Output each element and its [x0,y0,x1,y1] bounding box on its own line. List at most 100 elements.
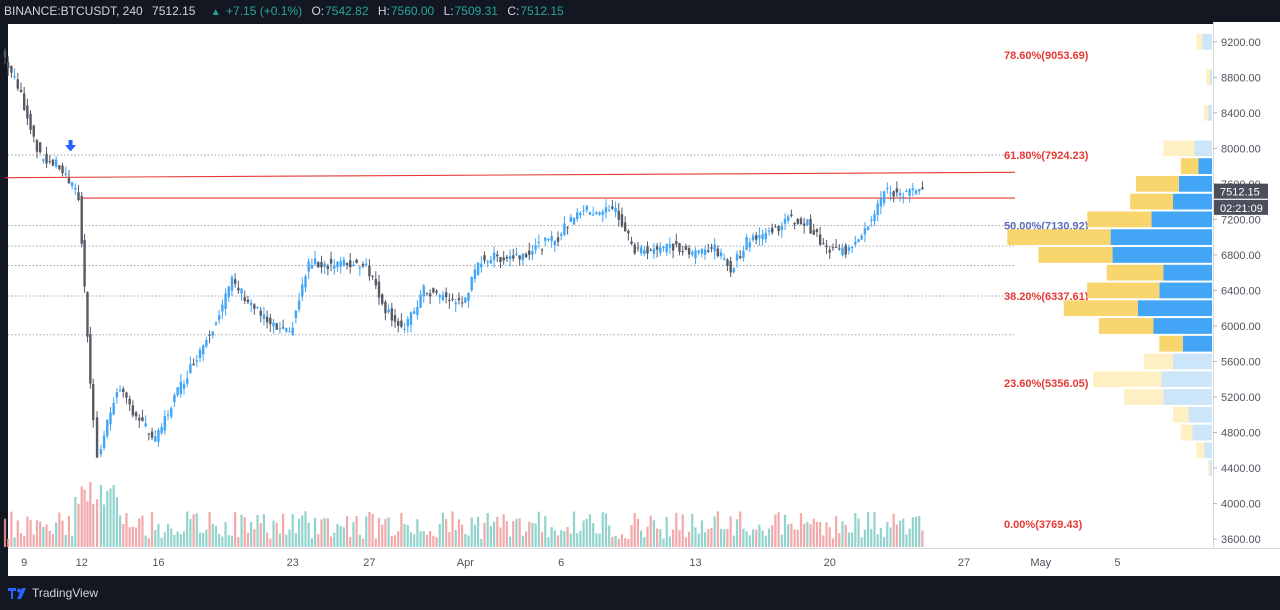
candle-body[interactable] [815,229,819,232]
candle-body[interactable] [518,255,521,260]
candle-body[interactable] [428,293,432,297]
candle-body[interactable] [208,334,211,336]
candle-body[interactable] [719,252,723,257]
candle-body[interactable] [233,279,237,284]
candle-body[interactable] [639,247,643,254]
candle-body[interactable] [534,245,537,250]
candle-body[interactable] [179,381,183,394]
resistance-line[interactable] [4,171,1016,179]
candle-body[interactable] [831,247,835,249]
candle-body[interactable] [521,253,525,261]
candle-body[interactable] [125,392,128,398]
candle-body[interactable] [64,173,67,175]
candle-body[interactable] [860,235,863,240]
price-chart[interactable]: 78.60%(9053.69)61.80%(7924.23)50.00%(713… [0,22,1280,576]
candle-body[interactable] [291,327,294,336]
candle-body[interactable] [636,247,640,249]
candle-body[interactable] [671,243,675,251]
candle-body[interactable] [173,394,176,403]
candle-body[interactable] [911,188,915,191]
candle-body[interactable] [585,205,588,211]
candle-body[interactable] [390,308,393,321]
candle-body[interactable] [387,309,390,313]
candle-body[interactable] [26,105,29,119]
candle-body[interactable] [400,320,403,327]
candle-body[interactable] [665,243,668,253]
candle-body[interactable] [214,322,218,325]
candle-body[interactable] [854,242,857,245]
candle-body[interactable] [457,298,461,301]
candle-body[interactable] [307,261,310,272]
candle-body[interactable] [515,253,518,255]
candle-body[interactable] [591,214,595,216]
candle-body[interactable] [486,261,489,263]
candle-body[interactable] [607,210,611,212]
candle-body[interactable] [783,218,787,224]
candle-body[interactable] [83,239,86,287]
candle-body[interactable] [742,250,745,258]
candle-body[interactable] [863,228,867,235]
candle-body[interactable] [502,257,505,261]
candle-body[interactable] [767,230,771,232]
candle-body[interactable] [598,212,601,215]
candle-body[interactable] [3,50,7,58]
candle-body[interactable] [419,294,422,308]
candle-body[interactable] [42,159,45,162]
candle-body[interactable] [144,423,147,427]
candle-body[interactable] [70,182,74,187]
candle-body[interactable] [345,262,349,265]
candle-body[interactable] [684,246,688,250]
candle-body[interactable] [806,219,809,226]
candle-body[interactable] [45,153,48,164]
candle-body[interactable] [870,219,873,221]
candle-body[interactable] [406,318,409,327]
candle-body[interactable] [617,210,620,220]
candle-body[interactable] [918,189,921,192]
candle-body[interactable] [253,304,256,309]
candle-body[interactable] [473,269,477,279]
candle-body[interactable] [198,349,202,358]
candle-body[interactable] [876,203,879,215]
candle-body[interactable] [115,392,119,398]
tradingview-logo[interactable]: TradingView [8,585,128,601]
candle-body[interactable] [13,76,16,78]
candle-body[interactable] [681,251,684,253]
candle-body[interactable] [537,242,541,244]
candle-body[interactable] [355,259,358,264]
candle-body[interactable] [480,263,483,268]
candle-body[interactable] [799,218,803,225]
candle-body[interactable] [844,245,847,255]
candle-body[interactable] [802,223,806,226]
candle-body[interactable] [812,230,815,235]
candle-body[interactable] [118,389,122,391]
candle-body[interactable] [95,417,99,458]
candle-body[interactable] [550,235,553,241]
candle-body[interactable] [86,292,89,337]
candle-body[interactable] [32,125,35,137]
candle-body[interactable] [825,245,828,248]
candle-body[interactable] [243,297,246,301]
candle-body[interactable] [771,227,774,233]
candle-body[interactable] [240,288,243,294]
candle-body[interactable] [454,302,457,305]
candle-body[interactable] [134,412,138,417]
candle-body[interactable] [566,227,569,229]
candle-body[interactable] [444,292,448,298]
candle-body[interactable] [563,223,566,235]
candle-body[interactable] [914,190,918,194]
candle-body[interactable] [58,165,61,169]
candle-body[interactable] [128,398,131,405]
candle-body[interactable] [687,248,691,255]
candle-body[interactable] [512,255,515,259]
candle-body[interactable] [841,247,844,256]
candle-body[interactable] [154,436,157,442]
candle-body[interactable] [560,234,563,236]
candle-body[interactable] [61,165,64,174]
candle-body[interactable] [505,256,509,259]
candle-body[interactable] [627,230,630,234]
candle-body[interactable] [790,214,793,216]
candle-body[interactable] [138,417,141,421]
candle-body[interactable] [553,240,557,246]
candle-body[interactable] [451,298,454,300]
candle-body[interactable] [272,322,275,327]
